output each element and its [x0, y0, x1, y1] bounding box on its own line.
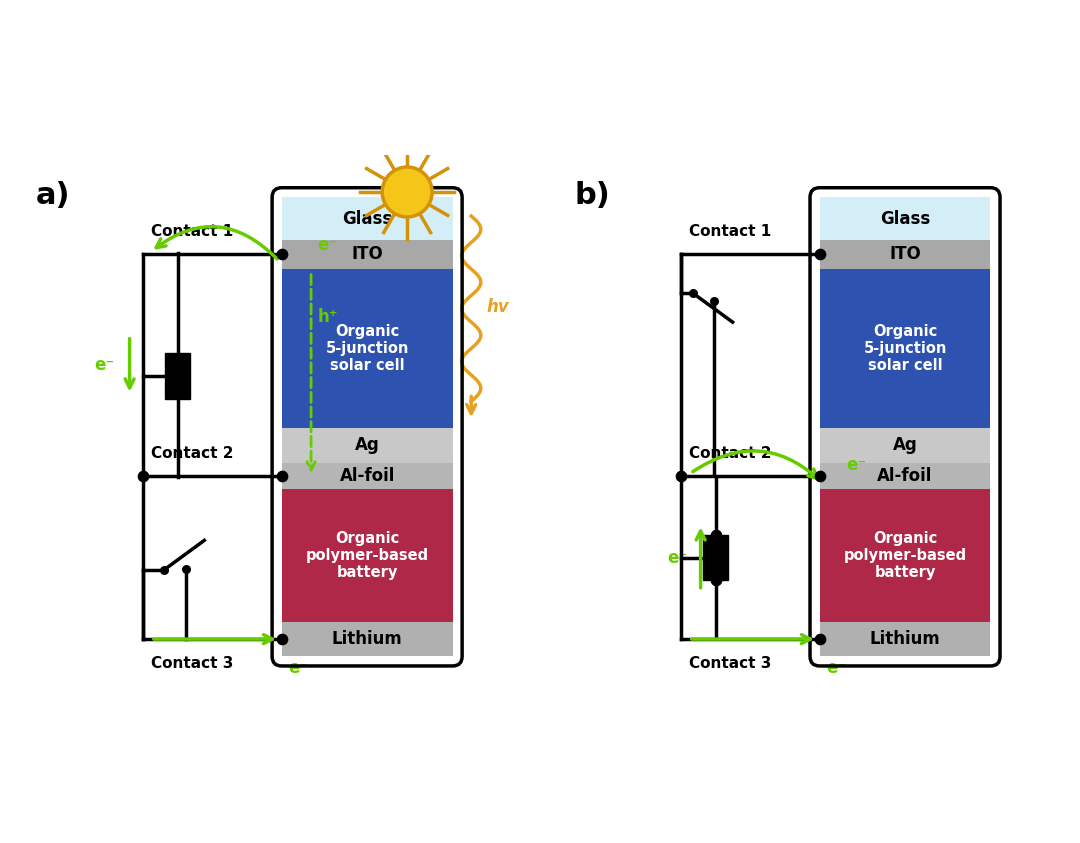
Bar: [820, 622, 990, 657]
Text: Organic
polymer-based
battery: Organic polymer-based battery: [843, 530, 967, 581]
Text: Lithium: Lithium: [869, 630, 941, 648]
Bar: [282, 197, 453, 239]
Bar: [820, 489, 990, 622]
Bar: [820, 428, 990, 463]
Point: [707, 528, 725, 541]
Text: Contact 2: Contact 2: [689, 446, 771, 461]
Point: [156, 563, 173, 577]
Text: b): b): [575, 181, 610, 210]
Text: e⁻: e⁻: [318, 236, 338, 254]
Point: [707, 573, 725, 587]
Text: e⁻: e⁻: [826, 659, 846, 678]
Circle shape: [382, 167, 432, 217]
Bar: [282, 489, 453, 622]
Text: e⁻: e⁻: [847, 456, 866, 474]
Text: hv: hv: [486, 298, 509, 316]
Point: [134, 470, 151, 483]
Text: ITO: ITO: [889, 245, 921, 263]
Text: Contact 1: Contact 1: [151, 224, 233, 239]
Text: h⁺: h⁺: [318, 308, 338, 325]
Bar: [820, 239, 990, 269]
Bar: [282, 239, 453, 269]
Bar: [282, 269, 453, 428]
FancyArrowPatch shape: [157, 227, 278, 259]
Point: [273, 248, 291, 261]
Text: a): a): [37, 181, 70, 210]
Bar: [820, 269, 990, 428]
Text: Al-foil: Al-foil: [877, 467, 933, 485]
Point: [273, 632, 291, 646]
Point: [706, 294, 724, 308]
FancyArrowPatch shape: [692, 451, 818, 478]
Text: Ag: Ag: [893, 437, 917, 454]
Bar: [820, 197, 990, 239]
Text: Organic
5-junction
solar cell: Organic 5-junction solar cell: [325, 324, 409, 373]
Text: e⁻: e⁻: [94, 356, 114, 374]
Text: Ag: Ag: [354, 437, 379, 454]
Text: Contact 1: Contact 1: [689, 224, 771, 239]
Text: Organic
5-junction
solar cell: Organic 5-junction solar cell: [863, 324, 947, 373]
Text: Glass: Glass: [342, 210, 392, 228]
Bar: [282, 428, 453, 463]
Point: [177, 562, 194, 576]
Text: Glass: Glass: [880, 210, 930, 228]
Bar: [165, 353, 190, 399]
Point: [685, 287, 702, 300]
Bar: [282, 463, 453, 489]
Bar: [282, 622, 453, 657]
Bar: [703, 534, 728, 580]
Point: [811, 470, 828, 483]
Text: Lithium: Lithium: [332, 630, 403, 648]
Point: [811, 248, 828, 261]
Text: e⁻: e⁻: [288, 659, 308, 678]
Text: ITO: ITO: [351, 245, 383, 263]
Point: [672, 470, 689, 483]
Text: Contact 3: Contact 3: [151, 656, 233, 671]
Text: Al-foil: Al-foil: [339, 467, 395, 485]
Text: Contact 2: Contact 2: [151, 446, 233, 461]
Point: [273, 470, 291, 483]
Point: [811, 632, 828, 646]
Bar: [820, 463, 990, 489]
Text: e⁻: e⁻: [667, 549, 687, 566]
Text: Contact 3: Contact 3: [689, 656, 771, 671]
Text: Organic
polymer-based
battery: Organic polymer-based battery: [306, 530, 429, 581]
